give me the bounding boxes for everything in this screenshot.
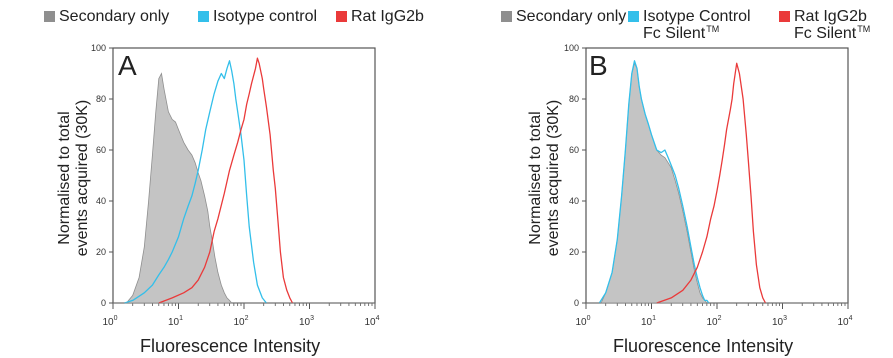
- x-tick-label: 101: [641, 315, 656, 328]
- chart-panel-a: 0 20 40 60 80 100 100 101 102 103 104 Secondary on…: [0, 0, 446, 358]
- x-axis-label-b: Fluorescence Intensity: [613, 336, 794, 356]
- rat-igg2b-line: [158, 57, 294, 304]
- y-tick-label: 100: [564, 43, 579, 53]
- y-tick-label: 100: [91, 43, 106, 53]
- isotype-control-line: [124, 60, 267, 304]
- y-tick-label: 0: [574, 298, 579, 308]
- panel-label-a: A: [118, 50, 137, 81]
- chart-panel-b: 0 20 40 60 80 100 100 101 102 103 104 Secondary on…: [447, 0, 893, 358]
- y-axis-label-b: Normalised to total events acquired (30K): [527, 99, 562, 257]
- x-tick-label: 102: [233, 315, 248, 328]
- x-tick-label: 103: [299, 315, 314, 328]
- x-axis-label-a: Fluorescence Intensity: [140, 336, 321, 356]
- y-tick-label: 60: [569, 145, 579, 155]
- y-tick-label: 20: [569, 247, 579, 257]
- x-tick-label: 102: [706, 315, 721, 328]
- y-tick-label: 40: [96, 196, 106, 206]
- panel-label-b: B: [589, 50, 608, 81]
- legend-swatch: [336, 11, 347, 22]
- y-tick-label: 60: [96, 145, 106, 155]
- y-tick-label: 20: [96, 247, 106, 257]
- y-tick-label: 80: [569, 94, 579, 104]
- chart-b-svg: 0 20 40 60 80 100 100 101 102 103 104: [564, 43, 853, 328]
- legend-label: Isotype control: [213, 8, 318, 25]
- legend-swatch: [779, 11, 790, 22]
- x-tick-label: 100: [575, 315, 590, 328]
- legend-label: Rat IgG2b: [351, 8, 424, 25]
- x-tick-label: 101: [168, 315, 183, 328]
- legend-label: Secondary only: [516, 8, 627, 25]
- secondary-only-area: [600, 62, 708, 304]
- x-tick-label: 103: [772, 315, 787, 328]
- isotype-control-line: [598, 60, 710, 304]
- x-tick-label: 104: [837, 315, 852, 328]
- legend-label: Rat IgG2b Fc SilentTM: [794, 8, 871, 42]
- legend-swatch: [501, 11, 512, 22]
- legend-swatch: [198, 11, 209, 22]
- legend-label: Isotype Control Fc SilentTM: [643, 8, 751, 42]
- legend-label: Secondary only: [59, 8, 170, 25]
- y-axis-label-a: Normalised to total events acquired (30K): [56, 99, 91, 257]
- x-tick-label: 100: [102, 315, 117, 328]
- y-tick-label: 80: [96, 94, 106, 104]
- secondary-only-area: [125, 72, 233, 304]
- chart-a-svg: 0 20 40 60 80 100 100 101 102 103 104: [91, 43, 380, 328]
- x-tick-label: 104: [364, 315, 379, 328]
- y-tick-label: 0: [101, 298, 106, 308]
- rat-igg2b-line: [656, 62, 767, 304]
- legend-swatch: [44, 11, 55, 22]
- y-tick-label: 40: [569, 196, 579, 206]
- legend-swatch: [628, 11, 639, 22]
